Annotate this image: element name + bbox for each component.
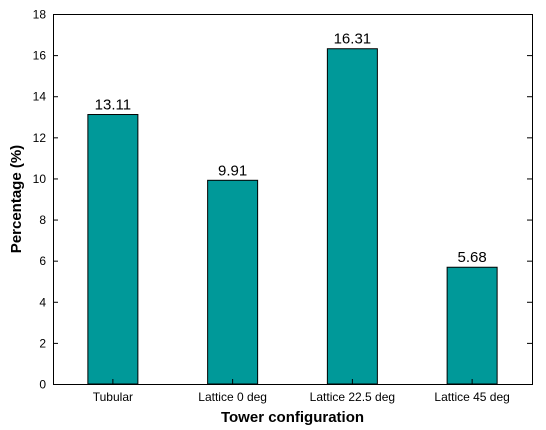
bars-group bbox=[87, 48, 498, 385]
bar-value-label: 5.68 bbox=[458, 249, 487, 266]
bar bbox=[87, 114, 139, 385]
x-tick-label: Tubular bbox=[93, 390, 133, 404]
y-tick-label: 2 bbox=[39, 336, 46, 350]
y-tick-label: 18 bbox=[33, 8, 47, 22]
y-tick-label: 8 bbox=[39, 213, 46, 227]
bar bbox=[446, 266, 498, 385]
bar-value-label: 16.31 bbox=[334, 31, 372, 48]
data-labels-group: 13.11 9.91 16.31 5.68 bbox=[95, 31, 487, 267]
bar bbox=[207, 179, 259, 385]
x-axis-ticks: Tubular Lattice 0 deg Lattice 22.5 deg Latt… bbox=[93, 379, 510, 404]
y-tick-label: 14 bbox=[33, 90, 47, 104]
x-axis-title: Tower configuration bbox=[221, 409, 364, 426]
x-tick-label: Lattice 45 deg bbox=[434, 390, 509, 404]
y-tick-label: 0 bbox=[39, 378, 46, 392]
y-axis-title: Percentage (%) bbox=[8, 145, 25, 253]
y-tick-label: 10 bbox=[33, 172, 47, 186]
x-tick-label: Lattice 22.5 deg bbox=[310, 390, 395, 404]
bar-value-label: 9.91 bbox=[218, 162, 247, 179]
bar-value-label: 13.11 bbox=[95, 97, 131, 114]
y-tick-label: 6 bbox=[39, 254, 46, 268]
y-tick-label: 12 bbox=[33, 131, 47, 145]
plot-frame bbox=[53, 14, 533, 385]
bar bbox=[326, 48, 378, 385]
x-tick-label: Lattice 0 deg bbox=[198, 390, 267, 404]
y-tick-label: 4 bbox=[39, 295, 46, 309]
y-tick-label: 16 bbox=[33, 49, 47, 63]
